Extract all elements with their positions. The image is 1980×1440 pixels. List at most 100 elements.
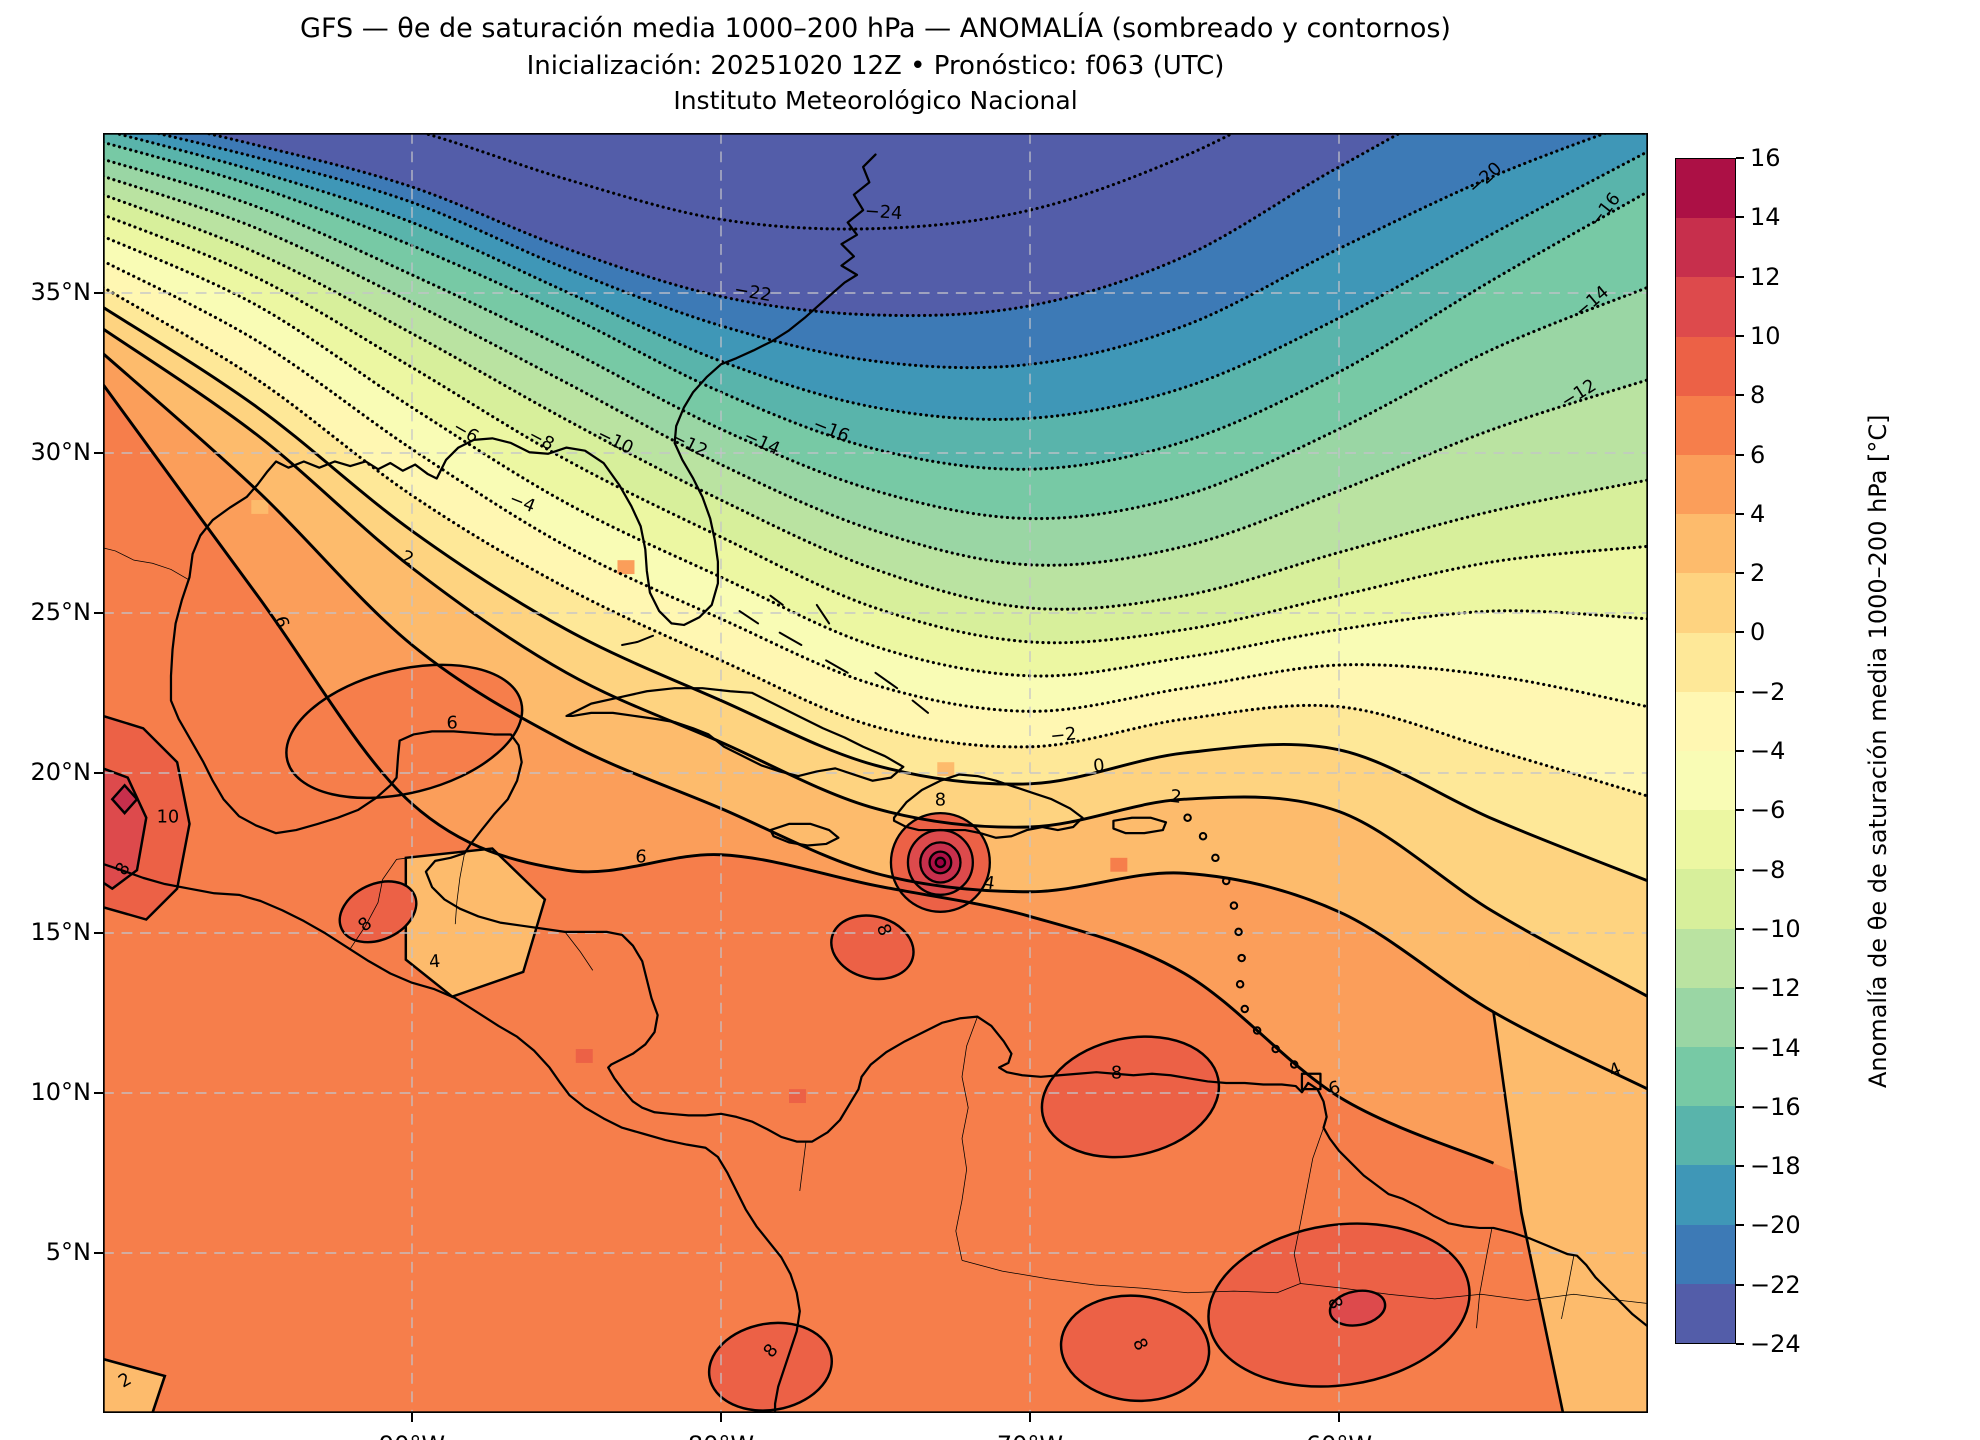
colorbar-segment — [1676, 1224, 1735, 1284]
graticule — [103, 133, 1648, 1413]
y-tick-mark — [94, 772, 103, 774]
colorbar-segment — [1676, 1165, 1735, 1225]
colorbar-segment — [1676, 336, 1735, 396]
colorbar-tick-mark — [1736, 987, 1744, 990]
contour-label: 8 — [1111, 1063, 1122, 1083]
y-tick-label: 35°N — [30, 278, 92, 306]
contour-label: 4 — [982, 873, 996, 894]
colorbar-tick-label: −22 — [1750, 1270, 1801, 1299]
y-tick-mark — [94, 1092, 103, 1094]
colorbar-segment — [1676, 514, 1735, 574]
contour-label: −24 — [864, 202, 903, 225]
colorbar-tick-mark — [1736, 750, 1744, 752]
colorbar-tick-mark — [1736, 572, 1744, 575]
colorbar-tick-mark — [1736, 394, 1744, 397]
colorbar-segment — [1676, 1283, 1735, 1344]
colorbar-tick-mark — [1736, 927, 1744, 930]
colorbar-segment — [1676, 1047, 1735, 1107]
colorbar-tick-label: −6 — [1750, 796, 1786, 825]
colorbar-tick-mark — [1736, 631, 1744, 634]
contour-label: 6 — [635, 847, 648, 868]
colorbar-tick-mark — [1736, 1046, 1744, 1049]
colorbar-tick-label: 12 — [1750, 262, 1781, 291]
x-tick-label: 90°W — [352, 1431, 472, 1440]
x-tick-mark — [720, 1413, 722, 1422]
colorbar-tick-mark — [1736, 1343, 1744, 1345]
colorbar-segment — [1676, 632, 1735, 692]
colorbar-tick-mark — [1736, 690, 1744, 693]
colorbar-tick-label: −10 — [1750, 914, 1801, 943]
x-tick-mark — [1029, 1413, 1031, 1422]
colorbar-tick-label: −8 — [1750, 855, 1786, 884]
colorbar-tick-label: −24 — [1750, 1330, 1801, 1358]
y-tick-mark — [94, 932, 103, 934]
contour-label: 6 — [1326, 1078, 1342, 1100]
colorbar-segment — [1676, 159, 1735, 219]
x-tick-mark — [411, 1413, 413, 1422]
colorbar-tick-mark — [1736, 216, 1744, 219]
colorbar-segment — [1676, 218, 1735, 278]
colorbar-tick-label: −12 — [1750, 974, 1801, 1003]
colorbar-tick-mark — [1736, 1165, 1744, 1168]
colorbar-tick-label: −14 — [1750, 1033, 1801, 1062]
y-tick-label: 20°N — [30, 758, 92, 786]
colorbar — [1675, 158, 1736, 1344]
colorbar-tick-label: 10 — [1750, 321, 1781, 350]
colorbar-segment — [1676, 277, 1735, 337]
y-tick-label: 25°N — [30, 598, 92, 626]
colorbar-tick-label: −18 — [1750, 1152, 1801, 1181]
y-tick-mark — [94, 292, 103, 294]
y-tick-label: 5°N — [45, 1238, 91, 1266]
coastlines — [103, 153, 1648, 1413]
colorbar-segment — [1676, 987, 1735, 1048]
colorbar-segment — [1676, 691, 1735, 752]
chart-title: GFS — θe de saturación media 1000–200 hP… — [300, 13, 1451, 44]
colorbar-tick-mark — [1736, 157, 1744, 159]
contour-label: 0 — [1092, 756, 1105, 777]
colorbar-segment — [1676, 455, 1735, 515]
colorbar-segment — [1676, 573, 1735, 633]
colorbar-tick-mark — [1736, 868, 1744, 871]
colorbar-tick-label: 16 — [1750, 144, 1781, 172]
colorbar-tick-label: 2 — [1750, 559, 1766, 588]
colorbar-tick-mark — [1736, 512, 1744, 515]
colorbar-tick-label: −16 — [1750, 1092, 1801, 1121]
colorbar-tick-label: 8 — [1750, 381, 1766, 410]
colorbar-tick-mark — [1736, 334, 1744, 337]
contour-label: 6 — [270, 614, 292, 630]
colorbar-segment — [1676, 751, 1735, 811]
contour-label: 8 — [935, 790, 946, 810]
x-tick-label: 80°W — [661, 1431, 781, 1440]
x-tick-label: 70°W — [970, 1431, 1090, 1440]
colorbar-tick-mark — [1736, 1105, 1744, 1108]
colorbar-tick-mark — [1736, 1224, 1744, 1227]
colorbar-segment — [1676, 1106, 1735, 1166]
anomaly-map: −24−22−20−16−14−12−16−14−12−10−8−6−4−202… — [103, 133, 1648, 1413]
chart-institution: Instituto Meteorológico Nacional — [673, 86, 1078, 116]
shaded-field — [103, 133, 1648, 1413]
colorbar-tick-label: 6 — [1750, 440, 1766, 469]
colorbar-segment — [1676, 810, 1735, 870]
y-tick-label: 10°N — [30, 1078, 92, 1106]
colorbar-label: Anomalía de θe de saturación media 1000–… — [1864, 414, 1892, 1088]
contour-label: 6 — [447, 713, 458, 733]
contour-label: 2 — [1169, 787, 1182, 808]
x-tick-mark — [1338, 1413, 1340, 1422]
colorbar-tick-mark — [1736, 275, 1744, 278]
colorbar-segment — [1676, 869, 1735, 929]
y-tick-mark — [94, 452, 103, 454]
y-tick-label: 30°N — [30, 438, 92, 466]
colorbar-tick-label: 4 — [1750, 499, 1766, 528]
x-tick-label: 60°W — [1279, 1431, 1399, 1440]
colorbar-tick-label: −4 — [1750, 737, 1786, 765]
colorbar-tick-mark — [1736, 809, 1744, 812]
map-panel: −24 −22 −20 −16 −14 −12 −16 −14 −12 −10 −8 −6 −4 −2 0 2… — [103, 133, 1648, 1413]
y-tick-label: 15°N — [30, 918, 92, 946]
colorbar-tick-label: −2 — [1750, 677, 1786, 706]
contour-label: −2 — [1049, 724, 1077, 747]
colorbar-tick-label: 0 — [1750, 618, 1766, 647]
colorbar-tick-label: 14 — [1750, 203, 1781, 232]
colorbar-tick-label: −20 — [1750, 1211, 1801, 1240]
colorbar-segment — [1676, 928, 1735, 988]
contour-label: 4 — [428, 952, 441, 973]
